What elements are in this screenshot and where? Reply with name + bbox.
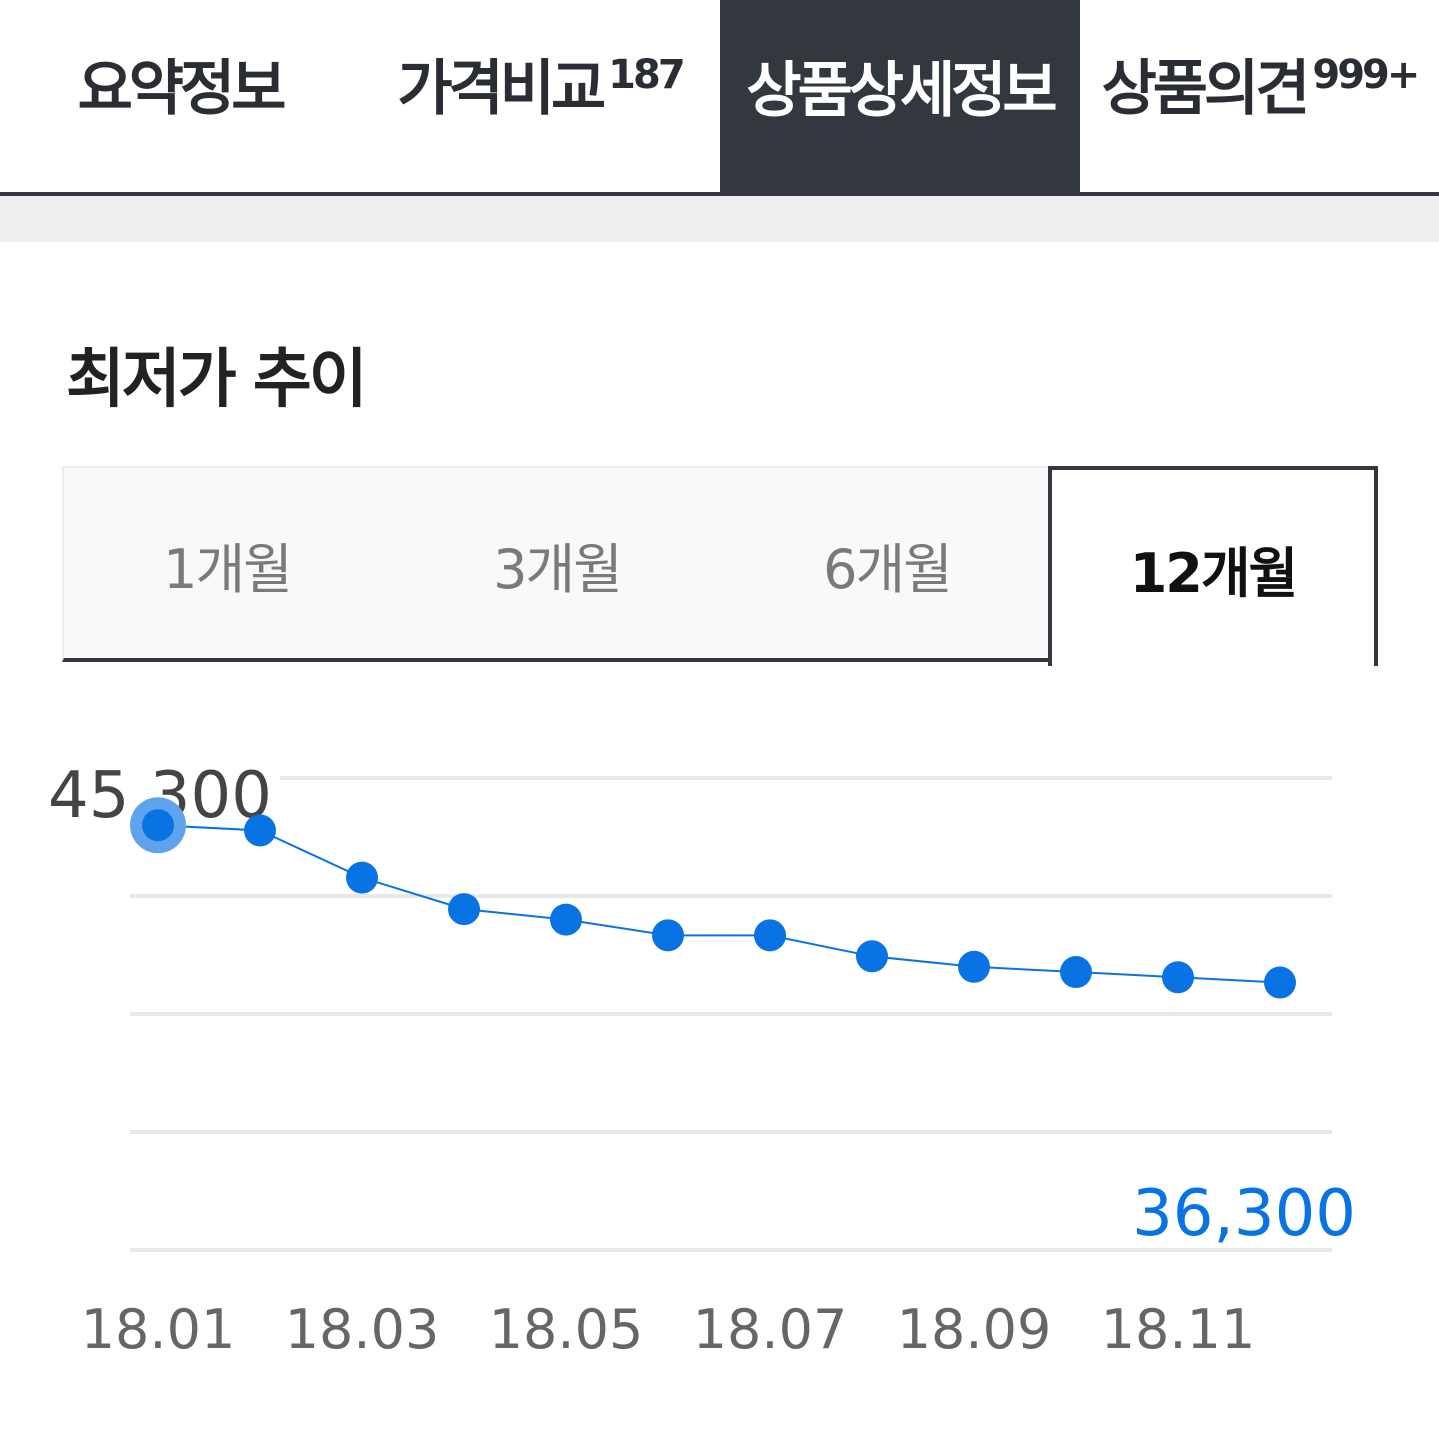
- grid-lines: [130, 776, 1332, 1252]
- tab-label: 가격비교: [397, 54, 606, 124]
- section-spacer: [0, 196, 1439, 242]
- data-point-18.04[interactable]: [448, 893, 480, 926]
- data-point-18.06[interactable]: [652, 919, 684, 952]
- tab-divider: [0, 192, 1439, 196]
- data-point-18.05[interactable]: [550, 903, 582, 936]
- x-tick-label: 18.05: [489, 1298, 644, 1361]
- price-series-line: [157, 824, 1281, 984]
- min-price-label: 36,300: [1132, 1177, 1356, 1251]
- price-points: [130, 797, 1296, 999]
- x-axis-ticks: 18.01 18.03 18.05 18.07 18.09 18.11: [81, 1298, 1256, 1361]
- data-point-18.03[interactable]: [346, 861, 378, 894]
- tab-count: 187: [608, 52, 685, 98]
- data-point-18.10[interactable]: [1060, 956, 1092, 989]
- period-6-months[interactable]: 6개월: [823, 537, 953, 601]
- data-point-18.08[interactable]: [856, 940, 888, 973]
- period-3-months[interactable]: 3개월: [493, 537, 623, 601]
- tab-count: 999+: [1312, 52, 1420, 98]
- tab-label: 상품의견: [1101, 54, 1311, 124]
- tab-product-detail[interactable]: 상품상세정보: [720, 0, 1080, 192]
- data-point-18.12[interactable]: [1264, 966, 1296, 999]
- data-point-18.11[interactable]: [1162, 961, 1194, 994]
- period-1-month[interactable]: 1개월: [163, 537, 293, 601]
- x-tick-label: 18.03: [285, 1298, 440, 1361]
- data-point-18.02[interactable]: [244, 814, 276, 847]
- x-tick-label: 18.01: [81, 1298, 236, 1361]
- data-point-18.01[interactable]: [142, 809, 174, 842]
- period-selector: 1개월 3개월 6개월 12개월: [62, 466, 1378, 666]
- tab-price-compare[interactable]: 가격비교 187: [360, 0, 720, 192]
- data-point-18.09[interactable]: [958, 950, 990, 983]
- x-tick-label: 18.11: [1101, 1298, 1256, 1361]
- data-point-18.07[interactable]: [754, 919, 786, 952]
- x-tick-label: 18.09: [897, 1298, 1052, 1361]
- section-title: 최저가 추이: [66, 343, 368, 417]
- tab-product-reviews[interactable]: 상품의견 999+: [1080, 0, 1439, 192]
- x-tick-label: 18.07: [693, 1298, 848, 1361]
- tab-summary[interactable]: 요약정보: [0, 0, 360, 192]
- period-selector-background: [62, 466, 1052, 662]
- lowest-price-chart: 45,300 36,300 18.01 18.03 18.05 18.07 18.09 1…: [48, 759, 1356, 1361]
- period-12-months[interactable]: 12개월: [1048, 466, 1378, 666]
- tab-bar: 요약정보 가격비교 187 상품상세정보 상품의견 999+: [0, 0, 1439, 192]
- tab-label: 요약정보: [77, 54, 287, 124]
- tab-label: 상품상세정보: [746, 56, 1057, 126]
